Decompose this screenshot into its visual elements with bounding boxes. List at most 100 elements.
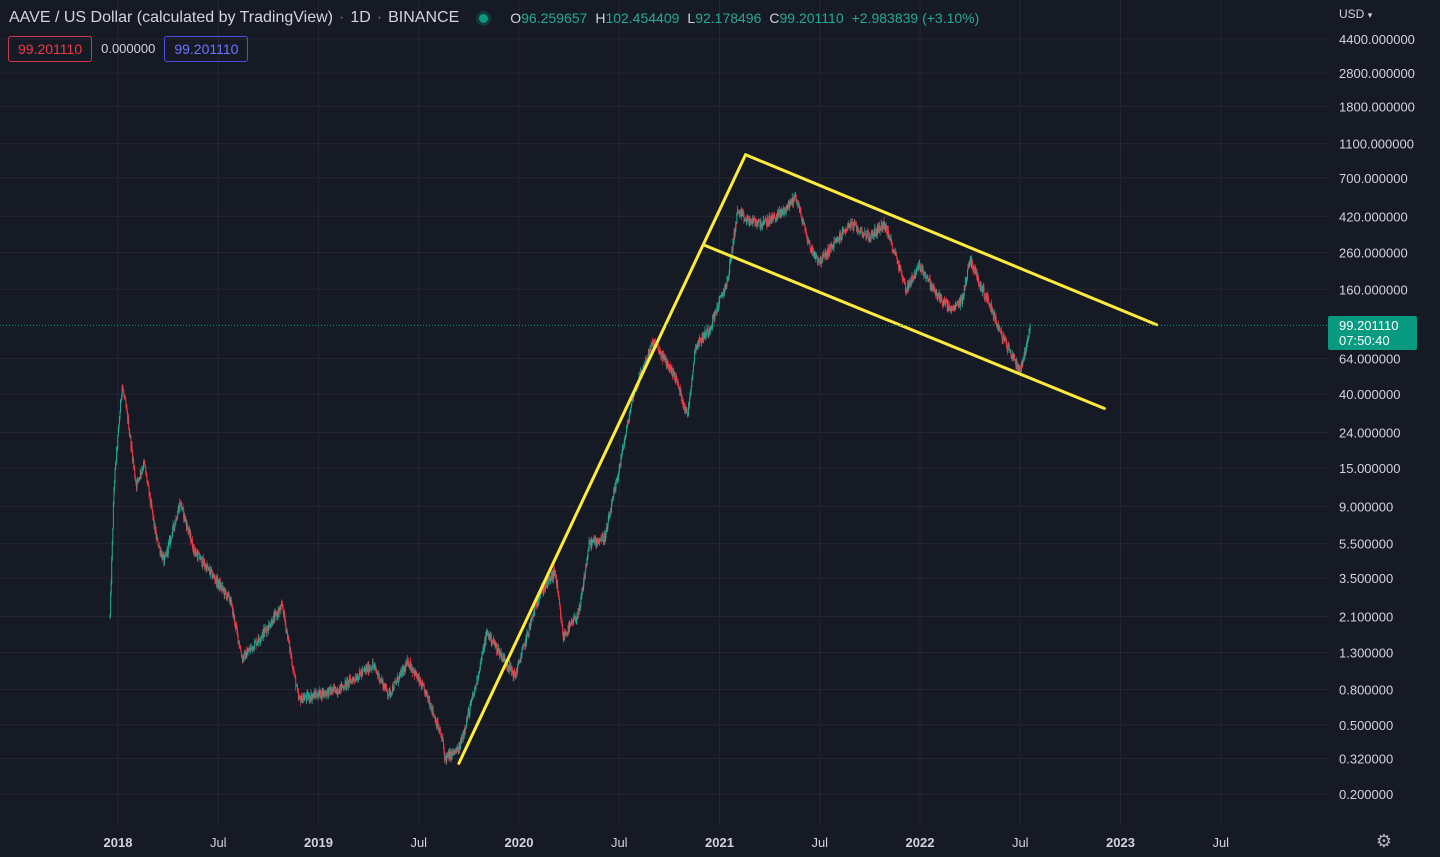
candle-body xyxy=(480,660,482,662)
candle-body xyxy=(183,508,185,519)
candle-body xyxy=(1024,350,1026,356)
candle-body xyxy=(334,687,336,690)
candle-body xyxy=(953,305,955,308)
candle-body xyxy=(973,267,975,271)
sell-button[interactable]: 99.201110 xyxy=(8,36,93,62)
interval-label[interactable]: 1D xyxy=(350,9,371,26)
candle-body xyxy=(268,623,270,631)
candle-body xyxy=(239,645,241,648)
price-tick-label: 1100.000000 xyxy=(1339,137,1414,152)
candle-body xyxy=(582,587,584,591)
candle-body xyxy=(769,219,771,223)
candle-body xyxy=(127,412,129,421)
candle-body xyxy=(1024,350,1026,355)
candle-body xyxy=(749,218,751,224)
candle-body xyxy=(863,234,865,236)
candle-body xyxy=(354,679,356,681)
candle-body xyxy=(627,420,629,427)
candle-body xyxy=(869,235,871,239)
candle-body xyxy=(990,307,992,311)
candle-body xyxy=(830,245,832,249)
candle-body xyxy=(1007,344,1009,351)
gear-icon[interactable]: ⚙ xyxy=(1375,831,1393,851)
currency-selector[interactable]: USD ▾ xyxy=(1339,7,1372,21)
candle-body xyxy=(698,341,700,344)
candle-body xyxy=(491,642,493,644)
candle-body xyxy=(808,241,810,242)
candle-body xyxy=(317,696,319,699)
candle-body xyxy=(305,695,307,698)
candle-body xyxy=(949,305,951,309)
candle-body xyxy=(156,537,158,539)
candle-body xyxy=(152,511,154,517)
candle-body xyxy=(767,218,769,226)
candle-body xyxy=(189,529,191,536)
candle-body xyxy=(976,270,978,280)
candle-body xyxy=(634,391,636,396)
candle-body xyxy=(1019,366,1021,368)
candle-body xyxy=(988,302,990,305)
candle-body xyxy=(444,751,446,761)
candle-body xyxy=(273,614,275,620)
time-axis: 2018 Jul 2019 Jul 2020 Jul 2021 Jul 2022 Jul 2023 J… xyxy=(104,835,1230,850)
candle-body xyxy=(283,611,285,617)
candle-body xyxy=(917,269,919,271)
candle-body xyxy=(125,397,126,402)
candle-body xyxy=(871,232,872,235)
candle-body xyxy=(1013,354,1015,359)
candle-body xyxy=(979,284,981,288)
candle-body xyxy=(417,677,419,679)
candle-body xyxy=(431,710,433,713)
candle-body xyxy=(701,333,703,341)
time-tick-label: Jul xyxy=(1012,835,1029,850)
candle-body xyxy=(858,229,860,232)
candle-body xyxy=(1005,338,1007,340)
price-tick-label: 0.200000 xyxy=(1339,787,1393,802)
candle-body xyxy=(630,403,632,408)
time-tick-label: 2019 xyxy=(304,835,333,850)
candle-body xyxy=(566,634,568,636)
candle-body xyxy=(293,669,295,671)
candle-body xyxy=(134,476,136,481)
candle-body xyxy=(981,289,983,293)
candle-body xyxy=(996,325,998,326)
candle-body xyxy=(995,316,997,321)
candle-body xyxy=(189,533,191,536)
candle-body xyxy=(752,217,754,221)
candle-body xyxy=(878,226,880,233)
candle-body xyxy=(236,625,237,626)
candle-body xyxy=(232,611,234,615)
symbol-title[interactable]: AAVE / US Dollar (calculated by TradingV… xyxy=(9,9,333,26)
candle-body xyxy=(588,550,590,552)
candle-body xyxy=(790,201,792,205)
candle-body xyxy=(886,225,888,235)
candle-body xyxy=(538,601,540,603)
candle-body xyxy=(394,682,396,684)
candle-body xyxy=(507,666,509,669)
candle-body xyxy=(453,749,455,753)
candle-body xyxy=(207,567,209,569)
buy-button[interactable]: 99.201110 xyxy=(164,36,249,62)
candle-body xyxy=(523,643,525,645)
candle-body xyxy=(614,485,616,492)
candle-body xyxy=(700,339,702,341)
candle-body xyxy=(994,313,996,321)
candle-body xyxy=(1025,346,1027,352)
candle-body xyxy=(833,244,835,249)
candle-body xyxy=(711,325,713,328)
candle-body xyxy=(724,288,726,294)
candle-body xyxy=(279,607,281,611)
candle-body xyxy=(654,341,656,342)
candle-body xyxy=(492,641,494,643)
candle-body xyxy=(388,695,390,697)
candle-body xyxy=(826,256,828,258)
candle-body xyxy=(890,237,892,241)
candle-body xyxy=(468,710,470,712)
candle-body xyxy=(245,650,247,659)
candle-body xyxy=(933,285,935,289)
candle-body xyxy=(921,268,922,272)
candle-body xyxy=(899,264,901,271)
market-status-icon[interactable] xyxy=(479,13,489,23)
candle-body xyxy=(416,677,418,679)
